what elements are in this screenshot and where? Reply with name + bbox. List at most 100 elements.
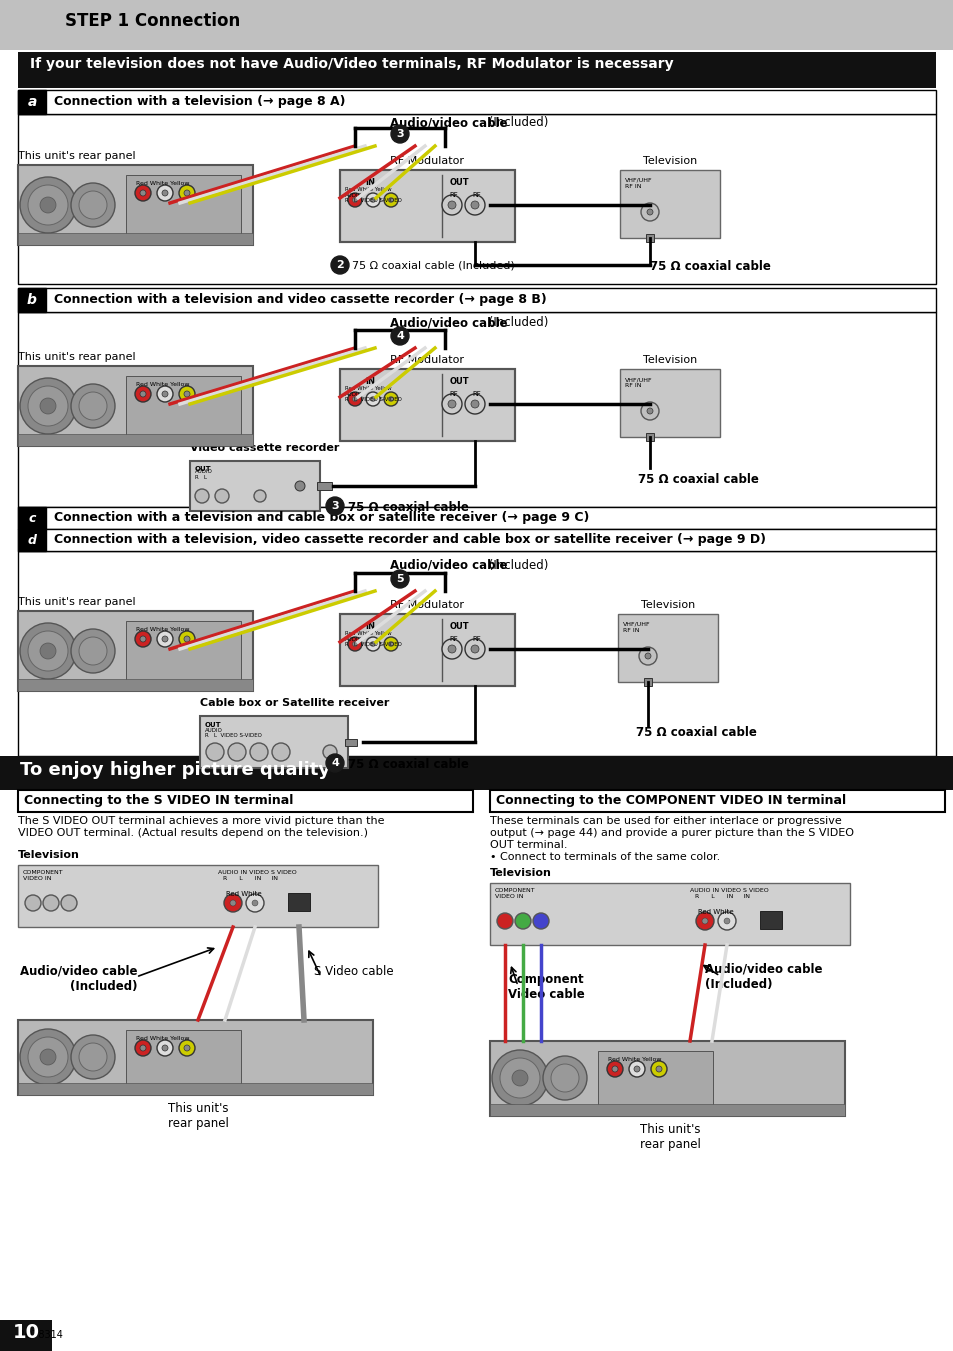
Text: Audio/video cable
(Included): Audio/video cable (Included) bbox=[704, 963, 821, 992]
Circle shape bbox=[25, 894, 41, 911]
Bar bbox=[18, 680, 253, 690]
Text: RF: RF bbox=[449, 390, 457, 397]
Text: VHF/UHF: VHF/UHF bbox=[624, 377, 652, 382]
Circle shape bbox=[628, 1061, 644, 1077]
Text: Red White Yellow: Red White Yellow bbox=[345, 631, 392, 636]
Circle shape bbox=[162, 390, 168, 397]
Bar bbox=[18, 790, 473, 812]
Bar bbox=[18, 551, 935, 757]
Text: To enjoy higher picture quality: To enjoy higher picture quality bbox=[20, 761, 330, 780]
Text: These terminals can be used for either interlace or progressive: These terminals can be used for either i… bbox=[490, 816, 841, 825]
Text: IN: IN bbox=[365, 377, 375, 386]
Text: (Included): (Included) bbox=[484, 316, 548, 330]
Text: IN: IN bbox=[365, 621, 375, 631]
Bar bbox=[760, 911, 781, 929]
Text: RF Modulator: RF Modulator bbox=[390, 355, 463, 365]
Circle shape bbox=[140, 390, 146, 397]
Circle shape bbox=[448, 201, 456, 209]
Text: (Included): (Included) bbox=[484, 559, 548, 571]
Bar bbox=[18, 366, 253, 446]
Text: Component
Video cable: Component Video cable bbox=[507, 973, 584, 1001]
Circle shape bbox=[366, 392, 379, 407]
Text: 4: 4 bbox=[395, 331, 403, 340]
Text: This unit's rear panel: This unit's rear panel bbox=[18, 597, 135, 607]
Bar bbox=[339, 613, 515, 686]
Text: 75 Ω coaxial cable (Included): 75 Ω coaxial cable (Included) bbox=[352, 259, 515, 270]
Text: Red White Yellow: Red White Yellow bbox=[136, 1036, 190, 1042]
Text: Television: Television bbox=[640, 600, 695, 611]
Bar bbox=[316, 482, 332, 490]
Circle shape bbox=[214, 489, 229, 503]
Text: R   L  VIDEO S-VIDEO: R L VIDEO S-VIDEO bbox=[205, 734, 262, 738]
Circle shape bbox=[640, 403, 659, 420]
Circle shape bbox=[441, 394, 461, 413]
Circle shape bbox=[40, 1048, 56, 1065]
Text: RF Modulator: RF Modulator bbox=[390, 600, 463, 611]
Bar bbox=[339, 170, 515, 242]
Text: RF IN: RF IN bbox=[622, 628, 639, 634]
Text: Audio/video cable: Audio/video cable bbox=[390, 559, 507, 571]
Bar bbox=[645, 234, 654, 242]
Bar bbox=[18, 51, 935, 88]
Circle shape bbox=[250, 743, 268, 761]
Circle shape bbox=[384, 193, 397, 207]
Text: Red White Yellow: Red White Yellow bbox=[136, 181, 190, 186]
Circle shape bbox=[370, 396, 375, 401]
Text: OUT: OUT bbox=[450, 377, 469, 386]
Circle shape bbox=[157, 185, 172, 201]
Circle shape bbox=[634, 1066, 639, 1071]
Circle shape bbox=[20, 177, 76, 232]
Text: Connecting to the S VIDEO IN terminal: Connecting to the S VIDEO IN terminal bbox=[24, 794, 294, 807]
Text: Television: Television bbox=[642, 155, 697, 166]
Circle shape bbox=[352, 197, 357, 203]
Text: This unit's
rear panel: This unit's rear panel bbox=[168, 1102, 228, 1129]
Text: RF IN: RF IN bbox=[624, 184, 640, 189]
Circle shape bbox=[696, 912, 713, 929]
Circle shape bbox=[162, 190, 168, 196]
Circle shape bbox=[28, 1038, 68, 1077]
Text: OUT: OUT bbox=[450, 621, 469, 631]
Text: 75 Ω coaxial cable: 75 Ω coaxial cable bbox=[649, 259, 770, 273]
Text: AUDIO: AUDIO bbox=[205, 728, 223, 734]
Bar bbox=[18, 530, 935, 551]
Text: Television: Television bbox=[642, 355, 697, 365]
Circle shape bbox=[366, 638, 379, 651]
Text: RF Modulator: RF Modulator bbox=[390, 155, 463, 166]
Text: 75 Ω coaxial cable: 75 Ω coaxial cable bbox=[636, 725, 756, 739]
Text: R   L  VIDEO S-VIDEO: R L VIDEO S-VIDEO bbox=[345, 397, 401, 403]
Circle shape bbox=[352, 642, 357, 647]
Circle shape bbox=[135, 386, 151, 403]
Circle shape bbox=[348, 392, 361, 407]
Text: AUDIO IN VIDEO S VIDEO: AUDIO IN VIDEO S VIDEO bbox=[689, 888, 768, 893]
Bar bbox=[18, 312, 935, 507]
Circle shape bbox=[40, 197, 56, 213]
Bar bbox=[339, 369, 515, 440]
Circle shape bbox=[71, 1035, 115, 1079]
Circle shape bbox=[294, 481, 305, 490]
Circle shape bbox=[135, 1040, 151, 1056]
Circle shape bbox=[28, 185, 68, 226]
Bar bbox=[345, 739, 356, 746]
Circle shape bbox=[348, 638, 361, 651]
Circle shape bbox=[246, 894, 264, 912]
Circle shape bbox=[391, 327, 409, 345]
Text: RF IN: RF IN bbox=[624, 382, 640, 388]
Bar bbox=[18, 434, 253, 446]
Bar bbox=[0, 757, 953, 790]
Circle shape bbox=[348, 193, 361, 207]
Bar bbox=[339, 170, 515, 242]
Text: RF: RF bbox=[449, 192, 457, 199]
Circle shape bbox=[471, 400, 478, 408]
Bar bbox=[18, 91, 935, 113]
Text: Audio/video cable: Audio/video cable bbox=[390, 316, 507, 330]
Circle shape bbox=[391, 570, 409, 588]
Circle shape bbox=[135, 185, 151, 201]
Circle shape bbox=[646, 209, 652, 215]
Circle shape bbox=[157, 1040, 172, 1056]
Bar bbox=[619, 369, 720, 436]
Text: This unit's rear panel: This unit's rear panel bbox=[18, 353, 135, 362]
Text: Red White Yellow: Red White Yellow bbox=[136, 627, 190, 632]
Circle shape bbox=[464, 639, 484, 659]
Circle shape bbox=[370, 197, 375, 203]
Bar bbox=[645, 434, 654, 440]
